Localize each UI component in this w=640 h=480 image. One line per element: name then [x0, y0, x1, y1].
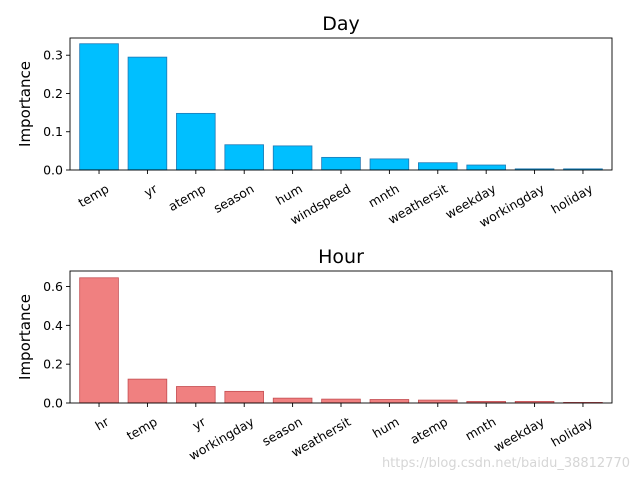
- x-tick-label-hum: hum: [370, 414, 402, 441]
- bar-season: [224, 144, 264, 171]
- y-axis-label: Importance: [16, 61, 34, 147]
- bar-weekday: [466, 164, 506, 171]
- y-tick-label: 0.4: [43, 318, 63, 333]
- bar-workingday: [224, 390, 264, 404]
- bar-hr: [79, 277, 119, 404]
- bar-mnth: [369, 158, 410, 171]
- x-tick-label-season: season: [211, 181, 257, 216]
- x-tick-label-temp: temp: [76, 181, 112, 210]
- bar-season: [272, 397, 313, 404]
- x-tick-label-hum: hum: [273, 181, 305, 208]
- x-tick-label-weekday: weekday: [491, 414, 547, 455]
- y-axis-label: Importance: [16, 294, 34, 380]
- bar-weathersit: [418, 162, 458, 171]
- chart-title: Day: [322, 13, 360, 35]
- x-tick-label-mnth: mnth: [366, 181, 402, 210]
- bar-hum: [369, 399, 410, 404]
- bar-yr: [127, 56, 168, 171]
- bar-hum: [272, 145, 313, 171]
- x-tick-label-atemp: atemp: [408, 414, 451, 447]
- y-tick-label: 0.0: [43, 396, 63, 411]
- bar-temp: [79, 43, 119, 171]
- x-tick-label-holiday: holiday: [548, 181, 595, 217]
- x-tick-label-atemp: atemp: [166, 181, 209, 214]
- bar-windspeed: [321, 156, 361, 171]
- y-tick-label: 0.0: [43, 163, 63, 178]
- y-tick-label: 0.2: [43, 86, 63, 101]
- chart-title: Hour: [318, 246, 364, 268]
- x-tick-label-yr: yr: [190, 413, 209, 433]
- bar-yr: [176, 386, 216, 404]
- y-tick-label: 0.6: [43, 279, 63, 294]
- bar-weathersit: [321, 398, 361, 404]
- y-tick-label: 0.2: [43, 357, 63, 372]
- y-tick-label: 0.3: [43, 48, 63, 63]
- bar-temp: [127, 378, 168, 404]
- y-tick-label: 0.1: [43, 124, 63, 139]
- x-tick-label-hr: hr: [93, 413, 113, 433]
- x-tick-label-temp: temp: [124, 414, 160, 443]
- x-tick-label-holiday: holiday: [548, 414, 595, 450]
- bar-atemp: [176, 112, 216, 171]
- x-tick-label-yr: yr: [141, 180, 160, 200]
- watermark-text: https://blog.csdn.net/baidu_38812770: [382, 456, 630, 471]
- x-tick-label-mnth: mnth: [462, 414, 498, 443]
